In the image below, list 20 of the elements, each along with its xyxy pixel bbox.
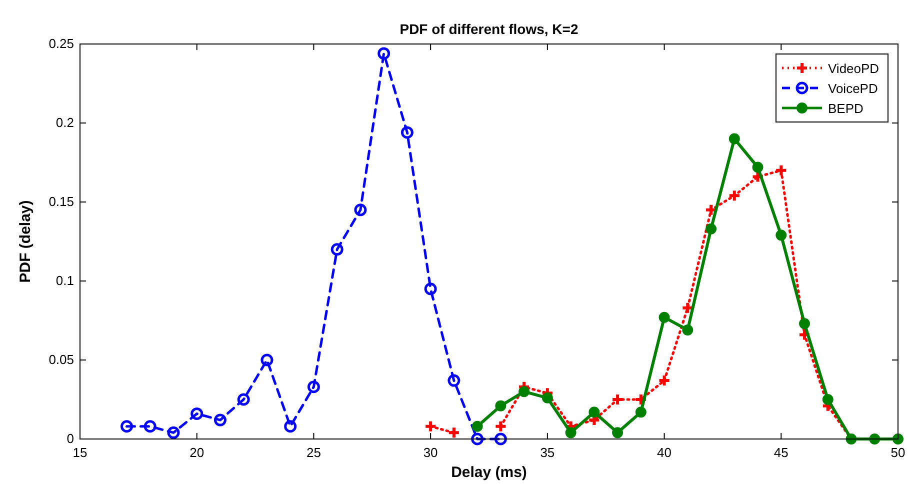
legend-label: BEPD xyxy=(828,101,864,116)
x-tick-label: 15 xyxy=(72,445,88,460)
x-tick-label: 35 xyxy=(540,445,555,460)
x-tick-label: 20 xyxy=(190,445,204,460)
y-tick-label: 0.15 xyxy=(48,194,74,209)
x-tick-label: 30 xyxy=(423,445,438,460)
x-tick-label: 45 xyxy=(774,445,788,460)
y-tick-label: 0.2 xyxy=(56,115,74,130)
x-tick-label: 25 xyxy=(306,445,321,460)
y-tick-label: 0.1 xyxy=(56,273,74,288)
chart-title: PDF of different flows, K=2 xyxy=(400,21,578,37)
x-axis-title: Delay (ms) xyxy=(451,464,527,481)
x-tick-label: 50 xyxy=(890,445,906,460)
y-axis-title: PDF (delay) xyxy=(17,200,34,283)
y-tick-label: 0.25 xyxy=(48,36,74,51)
y-tick-label: 0.05 xyxy=(48,352,74,367)
x-tick-label: 40 xyxy=(657,445,672,460)
y-tick-label: 0 xyxy=(66,431,74,446)
legend-label: VideoPD xyxy=(828,61,880,76)
legend-label: VoicePD xyxy=(828,81,878,96)
